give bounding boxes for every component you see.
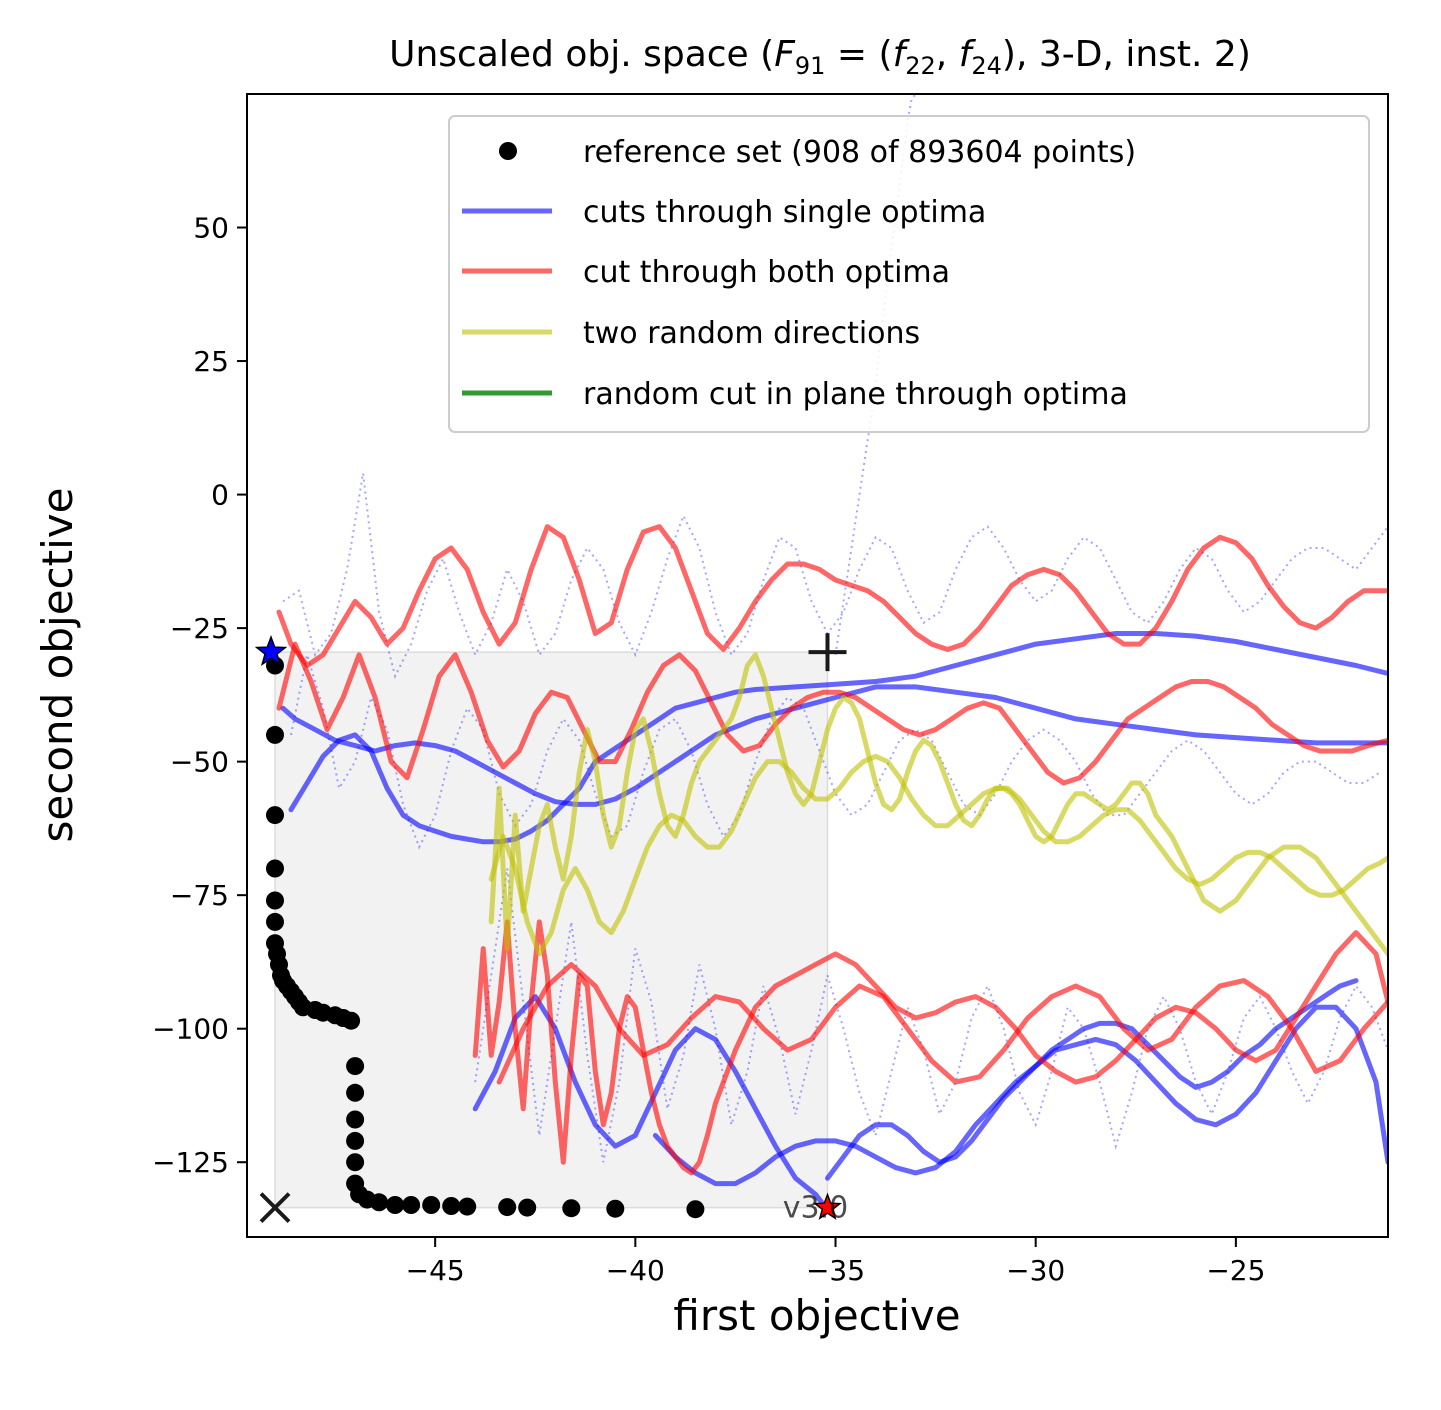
reference-point: [266, 806, 284, 825]
reference-point: [402, 1196, 421, 1214]
reference-point: [342, 1011, 361, 1030]
reference-point: [518, 1198, 537, 1217]
reference-point: [498, 1198, 517, 1217]
legend-marker-reference: [499, 142, 517, 160]
x-tick-label: −30: [1006, 1254, 1065, 1287]
y-tick-label: 0: [211, 479, 229, 512]
reference-point: [370, 1193, 389, 1212]
y-tick-label: 25: [193, 345, 229, 378]
reference-point: [266, 725, 284, 744]
reference-point: [266, 912, 284, 931]
legend-box: [448, 115, 1370, 433]
reference-point: [606, 1199, 625, 1218]
y-axis-label: second objective: [33, 488, 82, 843]
x-tick-label: −40: [606, 1254, 665, 1287]
reference-point: [386, 1196, 405, 1214]
legend: reference set (908 of 893604 points) cut…: [448, 115, 1370, 433]
y-tick-label: −100: [152, 1013, 229, 1046]
reference-point: [346, 1110, 365, 1129]
y-axis-ticks: 50 25 0 −25 −50 −75 −100 −125: [152, 212, 247, 1179]
series-2-line-0: [488, 652, 1388, 957]
reference-point: [442, 1197, 461, 1215]
axes-frame: [246, 93, 1389, 1238]
legend-label-plane: random cut in plane through optima: [583, 377, 1128, 412]
reference-point: [562, 1199, 581, 1218]
series-0-line-1: [288, 631, 1388, 845]
plot-area: v3.0: [254, 94, 1388, 1226]
series-layer: [276, 524, 1388, 1213]
dotted-cut-1: [290, 654, 1381, 850]
nadir-point-marker: [808, 633, 847, 672]
series-1-line-1: [276, 641, 1388, 786]
series-1-line-3: [496, 962, 1388, 1085]
legend-label-reference: reference set (908 of 893604 points): [583, 135, 1136, 170]
legend-label-both: cut through both optima: [583, 255, 950, 290]
y-tick-label: −50: [170, 746, 229, 779]
reference-point: [266, 891, 284, 910]
series-0-line-2: [472, 994, 830, 1213]
chart-title: Unscaled obj. space (F91 = (f22, f24), 3…: [389, 34, 1251, 80]
watermark: v3.0: [783, 1191, 848, 1226]
reference-set-layer: [266, 656, 705, 1219]
reference-point: [686, 1200, 705, 1219]
reference-point: [346, 1131, 365, 1150]
optimum-2-star: [813, 1192, 842, 1220]
reference-point: [458, 1197, 477, 1216]
y-tick-label: −25: [170, 612, 229, 645]
x-axis-ticks: −45 −40 −35 −30 −25: [406, 1237, 1265, 1287]
series-1-line-2: [472, 919, 1388, 1176]
marker-layer: [254, 633, 847, 1224]
reference-point: [346, 1057, 365, 1076]
y-tick-label: −75: [170, 879, 229, 912]
reference-point: [422, 1196, 441, 1214]
series-2-line-1: [488, 753, 1388, 957]
y-tick-label: −125: [152, 1146, 229, 1179]
y-tick-label: 50: [193, 212, 229, 245]
x-tick-label: −45: [406, 1254, 465, 1287]
reference-point: [346, 1083, 365, 1102]
legend-label-single: cuts through single optima: [583, 195, 986, 230]
legend-label-random: two random directions: [583, 316, 920, 351]
x-axis-label: first objective: [673, 1291, 960, 1340]
series-0-line-4: [825, 978, 1359, 1181]
ideal-point-marker: [259, 1192, 291, 1224]
x-tick-label: −35: [806, 1254, 865, 1287]
reference-point: [346, 1153, 365, 1172]
x-tick-label: −25: [1206, 1254, 1265, 1287]
optimum-1-star: [254, 634, 288, 667]
reference-point: [266, 859, 284, 878]
series-1-line-0: [276, 524, 1388, 668]
dotted-cut-3: [474, 868, 1388, 1163]
